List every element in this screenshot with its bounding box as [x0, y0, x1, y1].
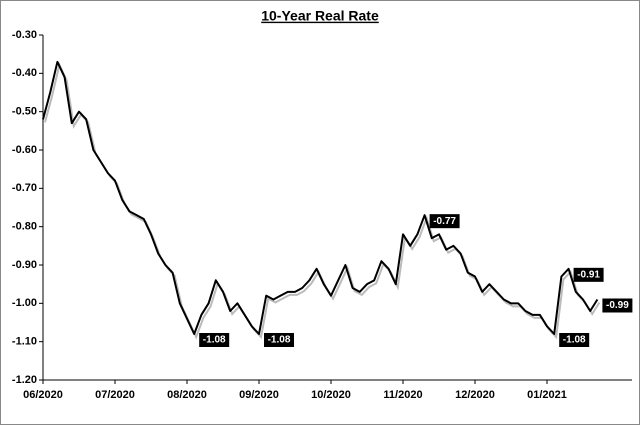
y-tick-label: -0.40 — [12, 67, 37, 79]
y-tick-label: -1.00 — [12, 297, 37, 309]
label-box — [559, 333, 590, 347]
y-tick-label: -1.10 — [12, 336, 37, 348]
x-tick-label: 10/2020 — [311, 389, 351, 401]
x-tick-label: 12/2020 — [455, 389, 495, 401]
data-label: -1.08 — [563, 335, 586, 346]
x-tick-label: 07/2020 — [95, 389, 135, 401]
y-tick-label: -0.90 — [12, 259, 37, 271]
x-tick-label: 11/2020 — [383, 389, 422, 401]
data-label: -1.08 — [203, 335, 226, 346]
label-box — [429, 214, 460, 229]
y-tick-label: -0.50 — [12, 106, 37, 118]
data-label: -0.77 — [433, 216, 456, 227]
y-tick-label: -0.70 — [12, 182, 37, 194]
x-tick-label: 09/2020 — [239, 389, 279, 401]
label-box — [573, 267, 604, 282]
x-tick-label: 08/2020 — [167, 389, 207, 401]
chart-title: 10-Year Real Rate — [261, 8, 379, 24]
x-tick-label: 06/2020 — [23, 389, 63, 401]
data-label: -0.91 — [577, 269, 600, 280]
y-tick-label: -1.20 — [12, 374, 37, 386]
label-box — [199, 333, 230, 347]
y-tick-label: -0.80 — [12, 221, 37, 233]
data-label: -1.08 — [268, 335, 291, 346]
label-box — [264, 333, 294, 347]
data-label: -0.99 — [606, 300, 629, 311]
x-tick-label: 01/2021 — [527, 389, 567, 401]
y-tick-label: -0.60 — [12, 144, 37, 156]
label-box — [602, 298, 633, 313]
y-tick-label: -0.30 — [12, 29, 37, 41]
data-line — [42, 60, 599, 335]
